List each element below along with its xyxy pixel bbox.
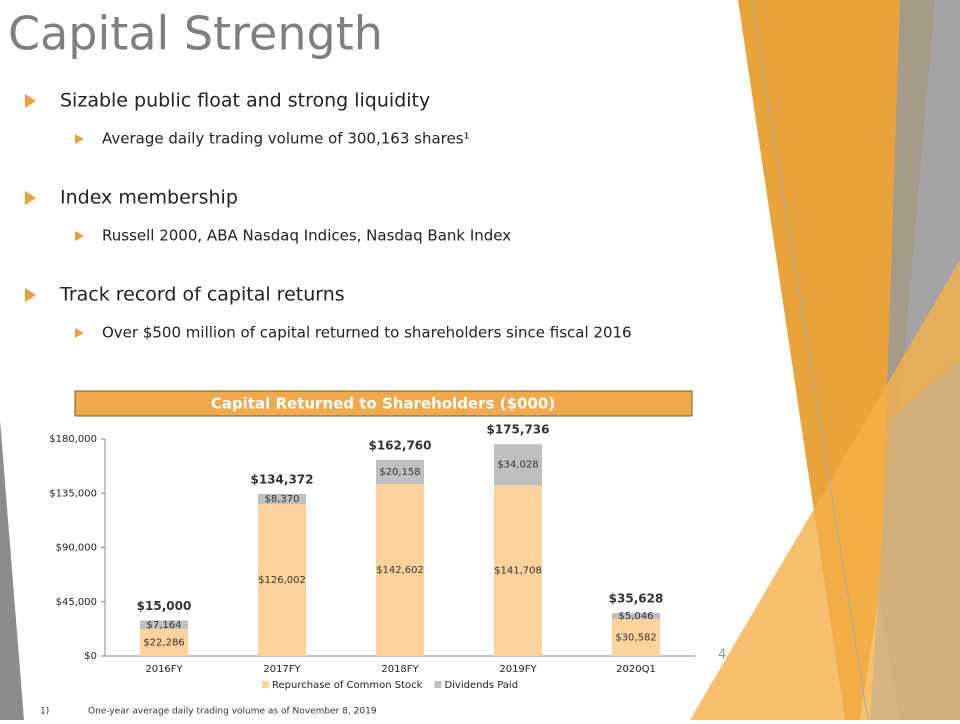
legend-swatch	[262, 681, 269, 688]
data-label: $126,002	[258, 575, 306, 586]
chart-title: Capital Returned to Shareholders ($000)	[211, 395, 555, 413]
bar-segment	[258, 504, 306, 656]
x-tick-label: 2020Q1	[616, 664, 656, 675]
sub-bullet: Average daily trading volume of 300,163 …	[102, 130, 470, 148]
bullet: Sizable public float and strong liquidit…	[60, 90, 430, 112]
sub-bullet: Over $500 million of capital returned to…	[102, 324, 632, 342]
x-tick-label: 2017FY	[263, 664, 301, 675]
bullet: Track record of capital returns	[59, 284, 345, 306]
sub-bullet-marker	[75, 231, 84, 241]
legend-label: Dividends Paid	[444, 680, 518, 691]
chart-title-box	[74, 390, 693, 417]
bar-segment	[612, 613, 660, 620]
data-label: $22,286	[143, 638, 184, 649]
sub-bullet: Russell 2000, ABA Nasdaq Indices, Nasdaq…	[102, 227, 511, 245]
bar-segment	[258, 494, 306, 505]
data-label: $141,708	[494, 566, 542, 577]
data-label: $20,158	[379, 467, 420, 478]
footnote-marker: 1)	[40, 707, 49, 717]
x-tick-label: 2016FY	[145, 664, 183, 675]
y-tick-label: $180,000	[49, 434, 97, 445]
data-label: $142,602	[376, 565, 424, 576]
data-label: $5,046	[619, 611, 654, 622]
bullet-marker	[25, 191, 36, 205]
bar-segment	[140, 620, 188, 630]
y-tick-label: $135,000	[49, 488, 97, 499]
bar-segment	[494, 444, 542, 486]
total-label: $35,628	[609, 592, 664, 606]
y-tick-label: $0	[84, 651, 97, 662]
data-label: $34,028	[497, 460, 538, 471]
x-tick-label: 2018FY	[381, 664, 419, 675]
slide-title: Capital Strength	[8, 7, 383, 61]
y-tick-label: $90,000	[56, 543, 97, 554]
data-label: $8,370	[265, 494, 300, 505]
sub-bullet-marker	[75, 134, 84, 144]
total-label: $134,372	[250, 473, 313, 487]
bar-segment	[494, 485, 542, 656]
data-label: $7,164	[147, 620, 182, 631]
total-label: $162,760	[368, 438, 431, 452]
bar-segment	[140, 629, 188, 656]
data-label: $30,582	[615, 633, 656, 644]
bar-segment	[612, 619, 660, 656]
bullet: Index membership	[60, 187, 238, 209]
total-label: $15,000	[137, 599, 192, 613]
bar-segment	[376, 484, 424, 656]
bullet-marker	[25, 288, 36, 302]
footnote: One-year average daily trading volume as…	[88, 707, 377, 717]
total-label: $175,736	[486, 423, 549, 437]
bar-segment	[376, 459, 424, 485]
page-number: 4	[718, 648, 726, 663]
x-tick-label: 2019FY	[499, 664, 537, 675]
sub-bullet-marker	[75, 328, 84, 338]
legend-swatch	[434, 681, 442, 688]
y-tick-label: $45,000	[56, 597, 97, 608]
legend-label: Repurchase of Common Stock	[272, 680, 423, 691]
bullet-marker	[25, 94, 36, 108]
